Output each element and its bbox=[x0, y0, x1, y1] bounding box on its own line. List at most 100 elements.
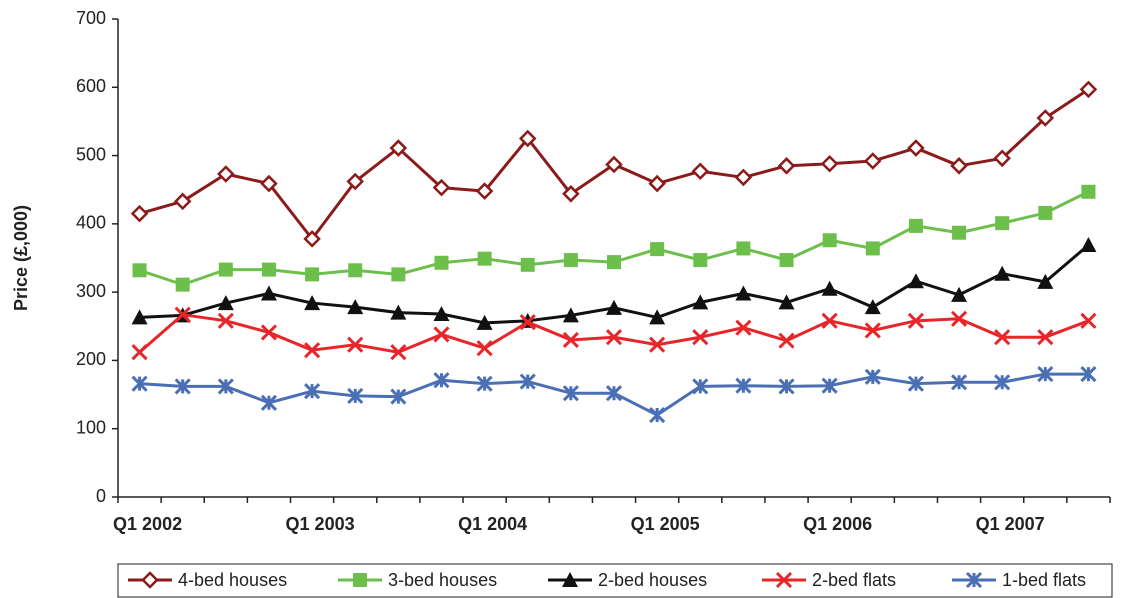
data-point bbox=[131, 344, 148, 361]
data-point bbox=[995, 216, 1010, 231]
data-point bbox=[562, 331, 579, 349]
data-point bbox=[864, 368, 881, 385]
data-point bbox=[476, 314, 493, 330]
data-point bbox=[562, 385, 579, 402]
legend-marker bbox=[775, 571, 793, 589]
data-point bbox=[260, 285, 277, 301]
data-point bbox=[994, 329, 1011, 346]
data-point bbox=[821, 312, 838, 329]
data-point bbox=[865, 241, 880, 256]
data-point bbox=[347, 387, 364, 404]
data-point bbox=[691, 162, 710, 181]
data-point bbox=[347, 336, 364, 353]
series-line bbox=[139, 190, 1090, 287]
data-point bbox=[821, 377, 838, 394]
data-point bbox=[952, 225, 967, 240]
data-point bbox=[434, 255, 449, 270]
data-point bbox=[736, 241, 751, 256]
data-point bbox=[907, 312, 924, 329]
data-point bbox=[217, 378, 234, 395]
data-point bbox=[692, 329, 709, 346]
data-point bbox=[433, 326, 450, 343]
data-point bbox=[1038, 205, 1053, 220]
y-axis-label: Price (£,000) bbox=[11, 205, 31, 311]
data-point bbox=[519, 373, 536, 390]
legend-label: 2-bed houses bbox=[598, 570, 707, 590]
data-point bbox=[822, 233, 837, 248]
data-point bbox=[1080, 366, 1097, 383]
data-point bbox=[605, 329, 623, 346]
data-point bbox=[477, 251, 492, 266]
data-point bbox=[303, 230, 321, 248]
x-tick-label: Q1 2002 bbox=[113, 514, 182, 534]
data-point bbox=[1037, 273, 1054, 289]
data-point bbox=[692, 294, 709, 310]
data-point bbox=[260, 174, 278, 193]
data-point bbox=[994, 265, 1011, 281]
data-point bbox=[563, 253, 578, 268]
data-point bbox=[346, 172, 364, 191]
legend-marker bbox=[965, 571, 983, 589]
data-point bbox=[907, 273, 924, 289]
x-tick-label: Q1 2004 bbox=[458, 514, 527, 534]
data-point bbox=[778, 378, 795, 395]
legend-label: 4-bed houses bbox=[178, 570, 287, 590]
data-point bbox=[649, 406, 666, 424]
data-point bbox=[1080, 237, 1097, 253]
data-point bbox=[562, 307, 579, 323]
data-point bbox=[1080, 312, 1097, 329]
legend-marker bbox=[353, 573, 367, 587]
x-tick-label: Q1 2005 bbox=[631, 514, 700, 534]
data-point bbox=[1037, 329, 1054, 346]
legend-marker bbox=[562, 572, 578, 587]
data-point bbox=[348, 263, 363, 278]
data-point bbox=[692, 378, 709, 395]
y-tick-label: 0 bbox=[96, 486, 106, 506]
data-point bbox=[735, 285, 752, 301]
series-line bbox=[138, 313, 1089, 354]
data-point bbox=[735, 319, 752, 336]
data-point bbox=[778, 332, 795, 349]
data-point bbox=[735, 377, 752, 394]
data-point bbox=[261, 262, 276, 277]
x-tick-label: Q1 2003 bbox=[286, 514, 355, 534]
data-point bbox=[390, 344, 407, 361]
data-point bbox=[175, 277, 190, 292]
y-tick-label: 300 bbox=[76, 281, 106, 301]
data-point bbox=[605, 155, 623, 174]
x-tick-label: Q1 2006 bbox=[803, 514, 872, 534]
data-point bbox=[432, 178, 451, 197]
data-point bbox=[821, 280, 838, 296]
data-point bbox=[648, 174, 666, 193]
data-point bbox=[950, 374, 968, 391]
data-point bbox=[475, 182, 494, 200]
data-point bbox=[217, 312, 234, 329]
data-point bbox=[820, 154, 839, 173]
x-tick-label: Q1 2007 bbox=[976, 514, 1045, 534]
legend-label: 2-bed flats bbox=[812, 570, 896, 590]
data-point bbox=[476, 340, 493, 357]
data-point bbox=[132, 263, 147, 278]
data-point bbox=[994, 374, 1011, 391]
data-point bbox=[390, 388, 407, 405]
data-point bbox=[173, 192, 192, 211]
data-point bbox=[433, 305, 450, 321]
data-point bbox=[1081, 184, 1096, 199]
y-tick-label: 700 bbox=[76, 8, 106, 28]
data-point bbox=[304, 383, 321, 400]
data-point bbox=[391, 267, 406, 282]
data-point bbox=[562, 185, 580, 203]
data-point bbox=[520, 257, 535, 272]
data-point bbox=[864, 152, 882, 170]
data-point bbox=[260, 324, 278, 341]
data-point bbox=[734, 168, 753, 187]
data-point bbox=[951, 286, 968, 302]
y-tick-label: 100 bbox=[76, 417, 106, 437]
data-point bbox=[907, 375, 924, 392]
data-point bbox=[607, 255, 621, 270]
data-point bbox=[174, 306, 191, 323]
data-point bbox=[305, 267, 320, 282]
data-point bbox=[1079, 80, 1098, 99]
data-point bbox=[778, 294, 795, 310]
